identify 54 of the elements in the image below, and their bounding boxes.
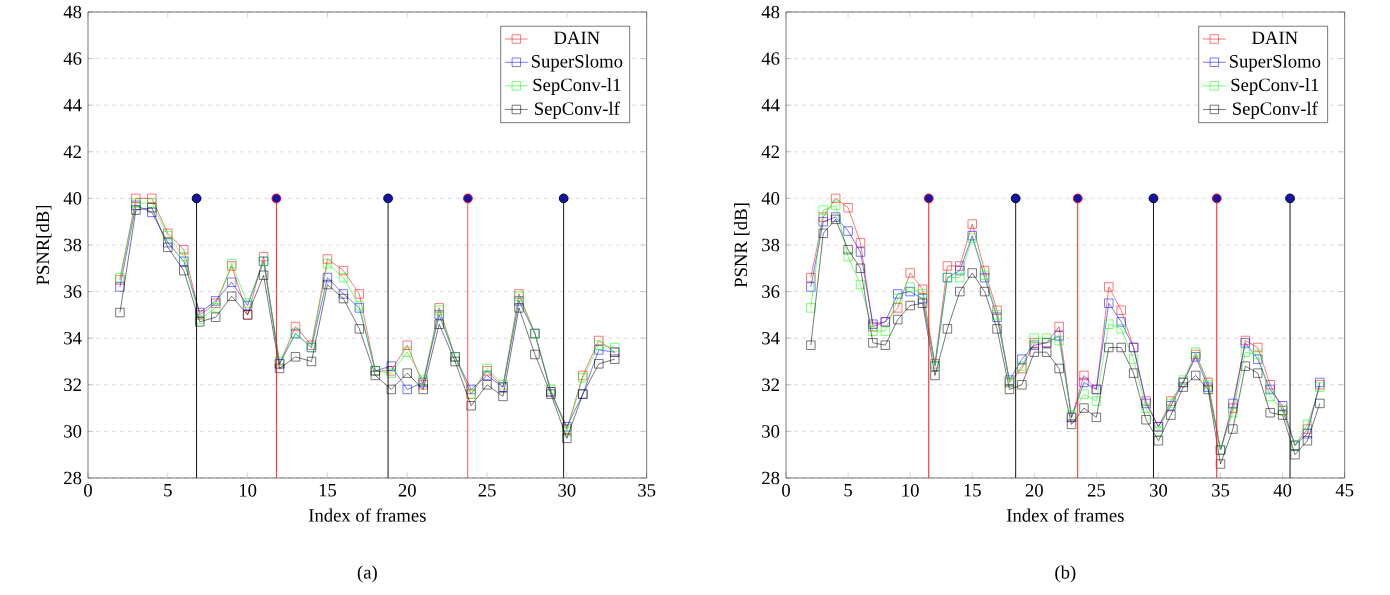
x-tick-label: 25 <box>1087 484 1105 497</box>
x-tick-label: 15 <box>964 484 981 497</box>
text: (b) <box>1055 565 1076 583</box>
x-tick-label: 35 <box>638 484 656 497</box>
y-tick-label: 46 <box>63 52 82 65</box>
y-tick-label: 38 <box>762 238 780 252</box>
x-axis-title: Index of frames <box>308 508 426 522</box>
x-tick-label: 30 <box>1150 484 1168 497</box>
y-tick-label: 36 <box>64 285 82 298</box>
y-tick-label: 34 <box>762 331 780 345</box>
x-tick-label: 10 <box>902 484 919 497</box>
x-tick-label: 5 <box>164 484 172 497</box>
y-tick-label: 44 <box>761 99 780 112</box>
x-tick-label: 0 <box>84 484 92 497</box>
y-tick-label: 46 <box>761 52 780 65</box>
x-tick-label: 30 <box>558 484 576 497</box>
text: (a) <box>357 565 377 583</box>
y-tick-label: 40 <box>63 192 82 205</box>
x-tick-label: 15 <box>319 484 337 497</box>
legend-label: DAIN <box>1252 31 1298 44</box>
y-tick-label: 48 <box>63 5 82 19</box>
y-tick-label: 36 <box>762 285 780 298</box>
y-tick-label: 32 <box>762 378 779 392</box>
y-tick-label: 42 <box>63 145 81 158</box>
x-tick-label: 20 <box>1025 484 1043 497</box>
y-tick-label: 40 <box>761 192 780 205</box>
legend-label: SepConv-l1 <box>533 78 621 95</box>
x-tick-label: 45 <box>1335 484 1354 497</box>
legend-label: SepConv-lf <box>535 101 620 119</box>
y-tick-label: 48 <box>761 5 780 19</box>
y-tick-label: 30 <box>762 425 780 438</box>
legend-label: SepConv-lf <box>1233 101 1318 119</box>
legend-label: SuperSlomo <box>1229 54 1321 72</box>
y-axis-title: PSNR[dB] <box>36 205 52 285</box>
x-tick-label: 5 <box>844 484 853 497</box>
legend-label: SuperSlomo <box>531 54 623 72</box>
x-tick-label: 25 <box>478 484 496 497</box>
x-tick-label: 35 <box>1212 484 1230 497</box>
y-tick-label: 28 <box>64 471 82 485</box>
x-tick-label: 40 <box>1273 484 1292 497</box>
x-tick-label: 20 <box>398 484 416 497</box>
y-axis-title: PSNR [dB] <box>734 203 750 288</box>
y-tick-label: 28 <box>762 471 780 485</box>
y-tick-label: 34 <box>64 331 82 345</box>
x-axis-title: Index of frames <box>1006 508 1124 522</box>
y-tick-label: 30 <box>64 425 82 438</box>
legend-label: DAIN <box>554 31 600 44</box>
legend-label: SepConv-l1 <box>1231 78 1319 95</box>
y-tick-label: 32 <box>64 378 81 392</box>
x-tick-label: 10 <box>239 484 257 497</box>
y-tick-label: 38 <box>64 238 82 252</box>
x-tick-label: 0 <box>782 484 790 497</box>
y-tick-label: 44 <box>63 99 82 112</box>
y-tick-label: 42 <box>761 145 779 158</box>
